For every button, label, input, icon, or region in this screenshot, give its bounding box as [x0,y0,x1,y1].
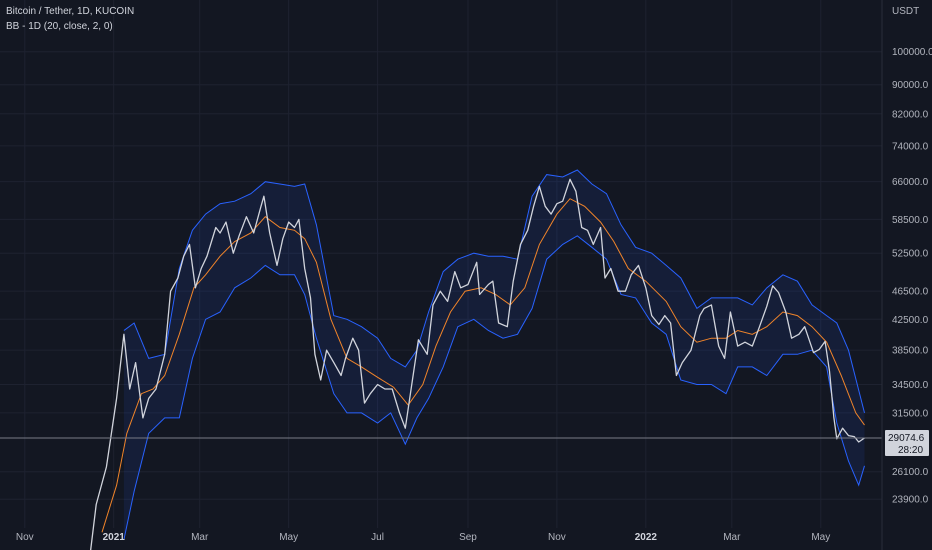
price-tick-label: 52500.0 [892,249,929,260]
last-price-value: 29074.6 [888,433,925,444]
time-tick-label: May [811,532,830,543]
price-tick-label: 58500.0 [892,215,929,226]
time-tick-label: Nov [16,532,34,543]
time-axis[interactable]: Nov 2021 Mar May Jul Sep Nov 2022 Mar May [16,532,830,543]
time-tick-label: Jul [371,532,384,543]
time-tick-label: Mar [191,532,209,543]
indicator-label[interactable]: BB - 1D (20, close, 2, 0) [6,21,113,32]
price-tick-label: 74000.0 [892,141,929,152]
price-tick-label: 38500.0 [892,346,929,357]
bollinger-band-fill [123,170,865,540]
price-axis[interactable]: 100000.0 90000.0 82000.0 74000.0 66000.0 5850… [892,47,932,505]
bollinger-lower-line [123,235,865,540]
price-line [90,178,865,550]
last-price-background [885,429,929,456]
price-tick-label: 90000.0 [892,80,929,91]
time-tick-label: Mar [723,532,741,543]
bar-countdown: 28:20 [898,445,923,456]
price-tick-label: 34500.0 [892,380,929,391]
price-tick-label: 66000.0 [892,177,929,188]
time-tick-label: May [279,532,298,543]
time-tick-label: Sep [459,532,477,543]
chart-legend: Bitcoin / Tether, 1D, KUCOIN BB - 1D (20… [6,4,134,34]
time-tick-label: 2021 [103,532,126,543]
price-tick-label: 42500.0 [892,315,929,326]
price-tick-label: 23900.0 [892,495,929,506]
price-tick-label: 31500.0 [892,408,929,419]
symbol-title[interactable]: Bitcoin / Tether, 1D, KUCOIN [6,6,135,17]
currency-label: USDT [892,6,919,17]
last-price-tag: 29074.6 28:20 [885,429,929,456]
time-tick-label: Nov [548,532,566,543]
price-tick-label: 26100.0 [892,467,929,478]
grid-lines [0,0,882,528]
price-tick-label: 82000.0 [892,109,929,120]
price-tick-label: 100000.0 [892,47,932,58]
time-tick-label: 2022 [635,532,658,543]
bollinger-upper-line [123,169,865,414]
bollinger-basis-line [101,198,865,533]
price-tick-label: 46500.0 [892,287,929,298]
